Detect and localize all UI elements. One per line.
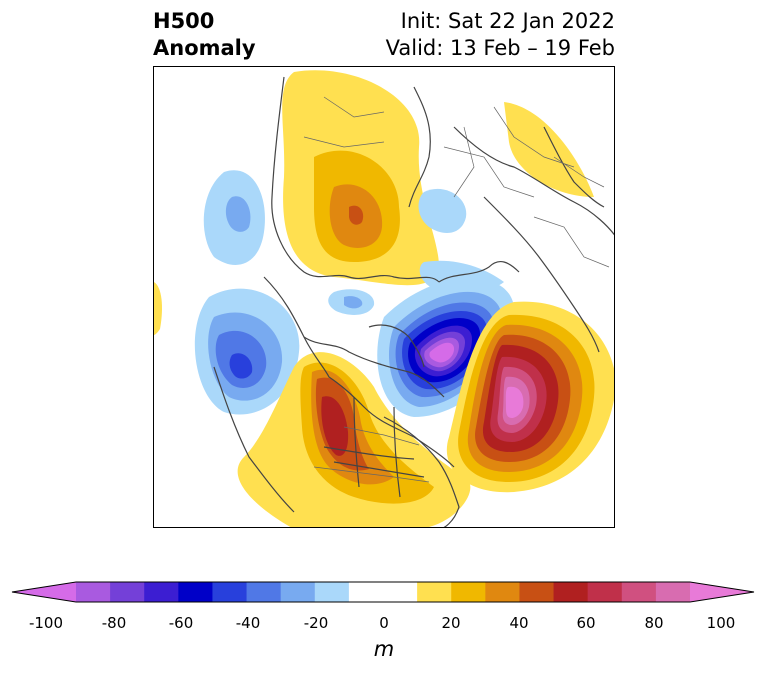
anomaly-pos-left-edge bbox=[154, 282, 162, 335]
colorbar-segment bbox=[110, 582, 145, 602]
tick-label: -60 bbox=[168, 614, 194, 632]
tick-label: -100 bbox=[28, 614, 64, 632]
map-svg bbox=[154, 70, 614, 527]
anomaly-neg-canada bbox=[377, 278, 515, 417]
colorbar-segment bbox=[451, 582, 486, 602]
colorbar-segment bbox=[76, 582, 111, 602]
colorbar-segment bbox=[383, 582, 418, 602]
valid-range: Valid: 13 Feb – 19 Feb bbox=[385, 36, 615, 60]
coastlines bbox=[213, 76, 614, 527]
tick-label: 100 bbox=[706, 614, 736, 632]
colorbar-segment bbox=[587, 582, 623, 602]
title-anomaly: Anomaly bbox=[153, 36, 256, 60]
map-subtitle: Init: Sat 22 Jan 2022 Valid: 13 Feb – 19… bbox=[386, 8, 615, 62]
map-title: H500 Anomaly bbox=[153, 8, 256, 62]
colorbar-unit: m bbox=[373, 637, 395, 661]
title-variable: H500 bbox=[153, 9, 215, 33]
colorbar-segment bbox=[519, 582, 555, 602]
tick-label: 20 bbox=[441, 614, 461, 632]
anomaly-pos-greenland bbox=[282, 70, 439, 286]
tick-label: -40 bbox=[235, 614, 261, 632]
colorbar-arrow-max bbox=[690, 582, 754, 602]
anomaly-pos-asia bbox=[504, 102, 594, 197]
tick-label: 0 bbox=[379, 614, 389, 632]
tick-label: 60 bbox=[576, 614, 596, 632]
colorbar-segment bbox=[178, 582, 213, 602]
colorbar-segment bbox=[553, 582, 589, 602]
colorbar-segment bbox=[621, 582, 657, 602]
tick-label: 40 bbox=[509, 614, 529, 632]
colorbar-segment bbox=[655, 582, 691, 602]
anomaly-neg-pacific bbox=[194, 288, 300, 415]
colorbar-segment bbox=[314, 582, 350, 602]
colorbar-segment bbox=[348, 582, 384, 602]
colorbar bbox=[11, 581, 755, 603]
tick-label: -80 bbox=[101, 614, 127, 632]
anomaly-neg-northwest bbox=[203, 170, 265, 265]
colorbar-arrow-min bbox=[12, 582, 76, 602]
country-borders bbox=[303, 96, 610, 483]
tick-label: 80 bbox=[644, 614, 664, 632]
anomaly-pos-atlantic bbox=[446, 301, 614, 493]
colorbar-segment bbox=[417, 582, 452, 602]
colorbar-segment bbox=[144, 582, 179, 602]
colorbar-segment bbox=[212, 582, 248, 602]
colorbar-segment bbox=[246, 582, 282, 602]
init-date: Init: Sat 22 Jan 2022 bbox=[400, 9, 615, 33]
anomaly-map bbox=[153, 66, 615, 528]
colorbar-segment bbox=[280, 582, 316, 602]
anomaly-neg-siberia bbox=[418, 188, 467, 233]
tick-label: -20 bbox=[303, 614, 329, 632]
colorbar-segment bbox=[485, 582, 520, 602]
colorbar-outline bbox=[11, 581, 755, 603]
